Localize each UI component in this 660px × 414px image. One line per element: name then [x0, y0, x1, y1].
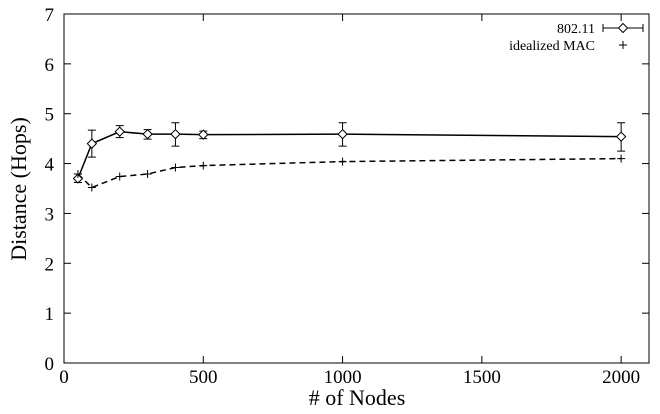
data-point-idealized-mac: [73, 170, 82, 179]
axis-ticks: 0 500 1000 1500 2000 0 1 2 3 4 5 6 7: [45, 5, 649, 388]
legend-samples: [602, 22, 644, 49]
data-point-802-11: [142, 128, 153, 140]
x-tick-label: 2000: [602, 367, 640, 388]
data-point-802-11: [86, 138, 98, 149]
plot-frame: [63, 13, 650, 364]
legend-label-idealized-mac: idealized MAC: [509, 39, 595, 54]
y-tick-label: 1: [45, 304, 55, 325]
y-tick-label: 3: [45, 204, 55, 225]
data-point-802-11: [615, 131, 627, 142]
x-tick-label: 1500: [463, 367, 501, 388]
data-point-802-11: [337, 128, 348, 140]
x-tick-label: 500: [189, 367, 218, 388]
y-tick-label: 6: [45, 55, 55, 76]
data-point-802-11: [170, 128, 181, 140]
series-idealized-mac: [73, 154, 626, 192]
data-point-802-11: [198, 129, 209, 140]
y-tick-label: 0: [45, 354, 55, 375]
data-point-802-11: [114, 126, 125, 137]
legend-label-802-11: 802.11: [557, 22, 595, 37]
y-tick-label: 2: [45, 254, 55, 275]
legend-marker-idealized-mac: [619, 41, 627, 49]
x-axis-title: # of Nodes: [309, 385, 406, 410]
x-tick-label: 0: [59, 367, 69, 388]
series-802-11-line: [77, 130, 622, 179]
legend-marker-802-11: [617, 22, 629, 34]
data-point-idealized-mac: [617, 154, 626, 163]
y-tick-label: 5: [45, 105, 55, 126]
y-tick-label: 7: [45, 5, 55, 26]
data-point-idealized-mac: [115, 172, 124, 181]
series-layer: [72, 122, 627, 192]
legend: 802.11 idealized MAC: [509, 22, 644, 54]
data-point-idealized-mac: [171, 163, 180, 172]
data-point-idealized-mac: [199, 161, 208, 170]
series-802-11: [72, 122, 627, 184]
y-axis-title: Distance (Hops): [6, 117, 31, 261]
data-point-idealized-mac: [87, 183, 96, 192]
y-tick-label: 4: [45, 155, 55, 176]
data-point-idealized-mac: [143, 170, 152, 179]
data-point-idealized-mac: [338, 157, 347, 166]
x-tick-label: 1000: [324, 367, 362, 388]
series-idealized-mac-line: [77, 157, 622, 189]
